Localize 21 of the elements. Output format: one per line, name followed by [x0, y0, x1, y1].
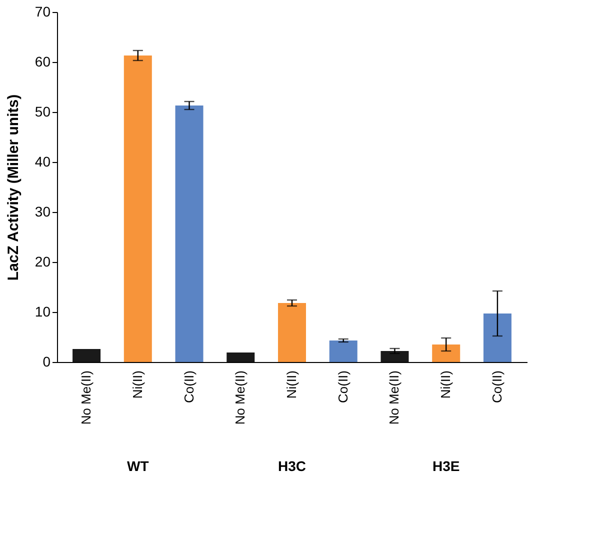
y-tick-label: 10 [34, 304, 51, 320]
y-tick-label: 30 [34, 204, 51, 220]
y-tick-label: 40 [34, 154, 51, 170]
y-tick-label: 20 [34, 254, 51, 270]
x-tick-label: Co(II) [181, 370, 196, 403]
text: H3E [432, 458, 460, 474]
y-tick-label: 50 [34, 104, 51, 120]
x-tick-label: Ni(II) [284, 370, 299, 399]
x-tick-label: No Me(II) [232, 370, 248, 425]
x-tick-label: Ni(II) [130, 370, 145, 399]
x-tick-label: Co(II) [489, 370, 504, 403]
y-axis-title: LacZ Activity (Miller units) [4, 94, 22, 281]
x-tick-label: Co(II) [335, 370, 350, 403]
y-tick-label: 60 [34, 54, 51, 70]
text: H3C [278, 458, 306, 474]
x-tick-label: Ni(II) [438, 370, 454, 399]
x-tick-label: No Me(II) [78, 370, 94, 425]
y-tick-label: 0 [42, 354, 51, 370]
y-tick-label: 70 [34, 4, 51, 20]
text: WT [127, 458, 150, 474]
x-tick-label: No Me(II) [386, 370, 402, 425]
